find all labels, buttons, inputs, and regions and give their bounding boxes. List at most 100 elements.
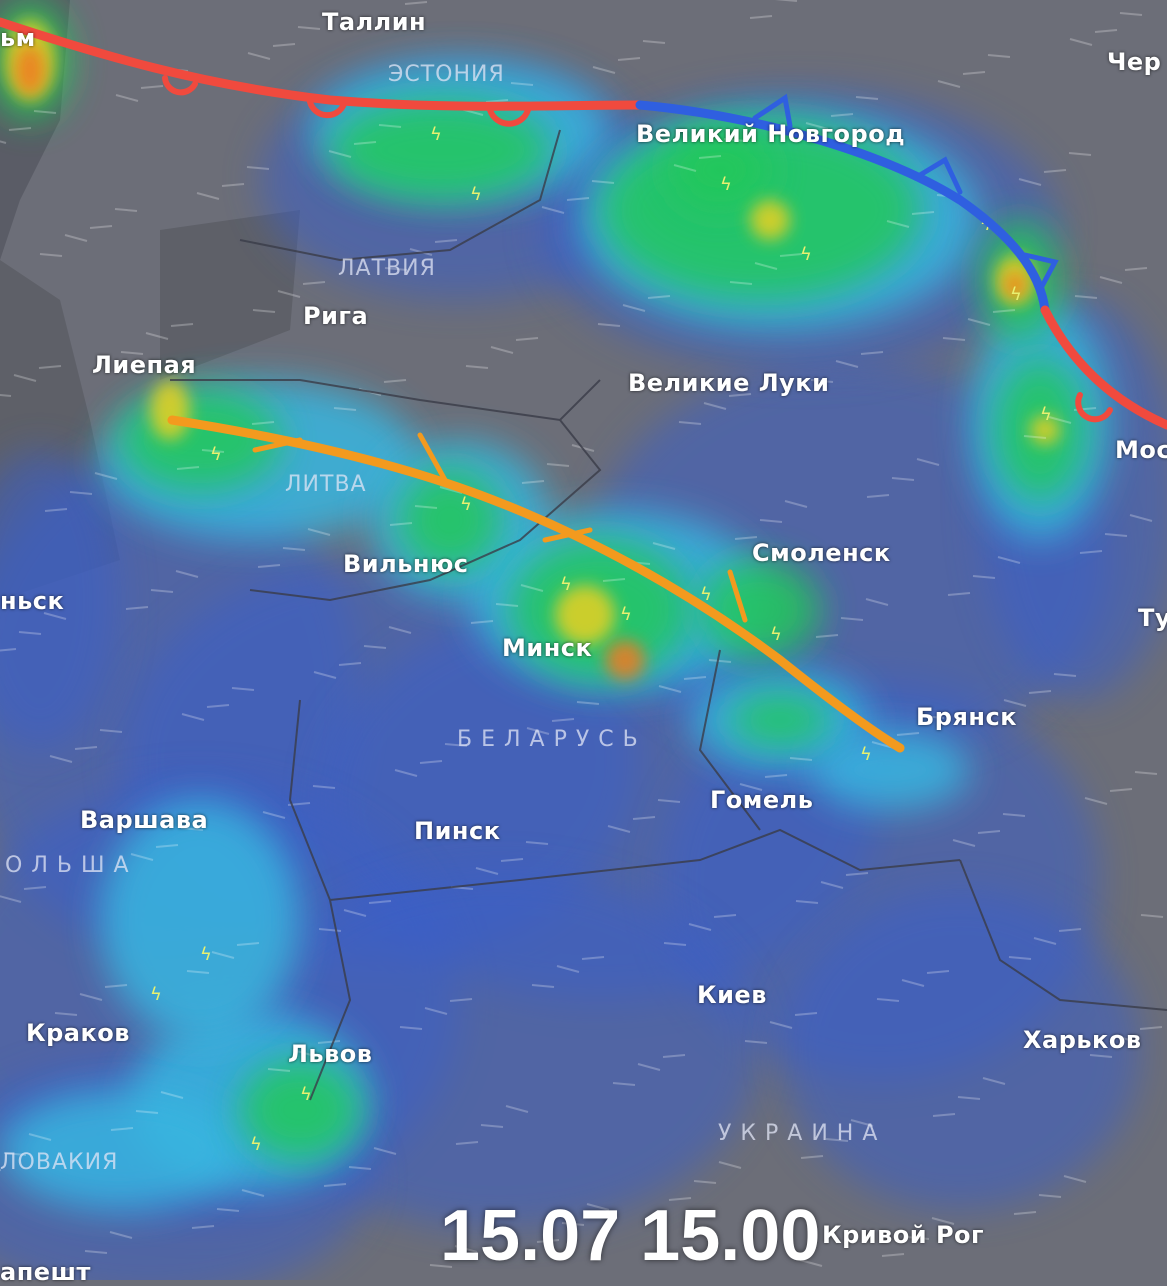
wind-streak bbox=[368, 900, 392, 904]
wind-streak bbox=[170, 323, 194, 327]
wind-streak bbox=[754, 262, 778, 270]
wind-streak bbox=[211, 951, 235, 959]
city-label[interactable]: Рига bbox=[303, 302, 369, 330]
precipitation-area bbox=[670, 130, 770, 210]
lightning-icon: ϟ bbox=[800, 244, 812, 265]
wind-streak bbox=[1074, 295, 1098, 299]
wind-streak bbox=[835, 360, 859, 368]
borders bbox=[170, 129, 1167, 1101]
city-label[interactable]: Смоленск bbox=[752, 539, 891, 567]
city-label[interactable]: Львов bbox=[288, 1040, 373, 1068]
wind-streak bbox=[1002, 813, 1026, 817]
city-label[interactable]: Кривой Рог bbox=[822, 1221, 985, 1249]
wind-streak bbox=[140, 85, 164, 89]
wind-streak bbox=[591, 180, 615, 184]
wind-streak bbox=[262, 811, 286, 819]
wind-streak bbox=[840, 617, 864, 621]
wind-streak bbox=[94, 472, 118, 480]
wind-streak bbox=[536, 1239, 560, 1243]
wind-streak bbox=[444, 743, 468, 747]
wind-streak bbox=[866, 494, 890, 498]
wind-streak bbox=[997, 556, 1021, 564]
wind-streak bbox=[23, 886, 47, 890]
wind-streak bbox=[784, 500, 808, 508]
wind-streak bbox=[175, 570, 199, 578]
warm-front-north bbox=[0, 17, 645, 111]
wind-streak bbox=[881, 1253, 905, 1257]
city-label[interactable]: Гомель bbox=[710, 786, 814, 814]
precipitation-area bbox=[730, 695, 830, 745]
wind-streak bbox=[876, 998, 900, 1002]
wind-streak bbox=[556, 965, 580, 973]
wind-streak bbox=[44, 508, 68, 512]
city-label[interactable]: Мос bbox=[1115, 436, 1167, 464]
wind-streak bbox=[38, 365, 62, 369]
wind-streak bbox=[931, 1217, 955, 1225]
precipitation-area bbox=[555, 585, 615, 645]
wind-streak bbox=[1099, 276, 1123, 284]
wind-streak bbox=[1043, 169, 1067, 173]
city-label[interactable]: Лиепая bbox=[92, 351, 197, 379]
wind-streak bbox=[388, 626, 412, 634]
wind-streak bbox=[1124, 267, 1148, 271]
wind-streak bbox=[99, 729, 123, 733]
city-label[interactable]: Пинск bbox=[414, 817, 501, 845]
city-label[interactable]: Чер bbox=[1107, 48, 1162, 76]
wind-streak bbox=[982, 1077, 1006, 1085]
city-label[interactable]: Киев bbox=[697, 981, 767, 1009]
wind-streak bbox=[683, 676, 707, 680]
lightning-icon: ϟ bbox=[210, 444, 222, 465]
wind-streak bbox=[419, 760, 443, 764]
wind-streak bbox=[561, 1222, 585, 1226]
wind-streak bbox=[688, 923, 712, 931]
city-label[interactable]: ньск bbox=[0, 587, 65, 615]
wind-streak bbox=[59, 1267, 83, 1271]
city-label[interactable]: Минск bbox=[502, 634, 593, 662]
wind-streak bbox=[520, 584, 544, 592]
wind-streak bbox=[1114, 1035, 1138, 1043]
warm-front-east-bumps bbox=[1075, 392, 1113, 423]
wind-streak bbox=[581, 956, 605, 960]
wind-streak bbox=[485, 99, 509, 103]
wind-streak bbox=[277, 290, 301, 298]
wind-streak bbox=[739, 783, 763, 791]
wind-streak bbox=[155, 844, 179, 848]
wind-streak bbox=[769, 1021, 793, 1029]
wind-streak bbox=[799, 1259, 823, 1267]
wind-streak bbox=[551, 718, 575, 722]
wind-streak bbox=[723, 138, 747, 142]
precipitation-area bbox=[330, 100, 550, 200]
city-label[interactable]: Великий Новгород bbox=[636, 120, 906, 148]
city-label[interactable]: Краков bbox=[26, 1019, 130, 1047]
wind-streak bbox=[1139, 1026, 1163, 1030]
city-label[interactable]: Варшава bbox=[80, 806, 209, 834]
wind-streak bbox=[1134, 771, 1158, 775]
country-label: ЛАТВИЯ bbox=[338, 256, 436, 281]
wind-streak bbox=[328, 150, 352, 158]
city-label[interactable]: Вильнюс bbox=[343, 550, 469, 578]
wind-streak bbox=[531, 984, 555, 988]
wind-streak bbox=[292, 1049, 316, 1057]
city-label[interactable]: апешт bbox=[0, 1258, 91, 1286]
city-label[interactable]: Великие Луки bbox=[628, 369, 830, 397]
city-label[interactable]: Таллин bbox=[322, 8, 427, 36]
city-label[interactable]: Брянск bbox=[916, 703, 1017, 731]
wind-streak bbox=[69, 491, 93, 495]
wind-streak bbox=[196, 192, 220, 200]
wind-streak bbox=[1013, 1211, 1037, 1215]
wind-streak bbox=[465, 365, 489, 369]
city-label[interactable]: Ту bbox=[1138, 604, 1167, 632]
wind-streak bbox=[932, 1113, 956, 1117]
wind-streak bbox=[774, 0, 798, 2]
wind-streak bbox=[160, 1091, 184, 1099]
precipitation-area bbox=[1030, 415, 1060, 445]
city-label[interactable]: Харьков bbox=[1023, 1026, 1142, 1054]
wind-streak bbox=[1094, 29, 1118, 33]
wind-streak bbox=[1140, 914, 1164, 918]
wind-streak bbox=[764, 774, 788, 778]
city-label[interactable]: ьм bbox=[0, 24, 36, 52]
lightning-icon: ϟ bbox=[560, 574, 572, 595]
wind-streak bbox=[896, 732, 920, 736]
country-label: ЭСТОНИЯ bbox=[388, 62, 505, 87]
